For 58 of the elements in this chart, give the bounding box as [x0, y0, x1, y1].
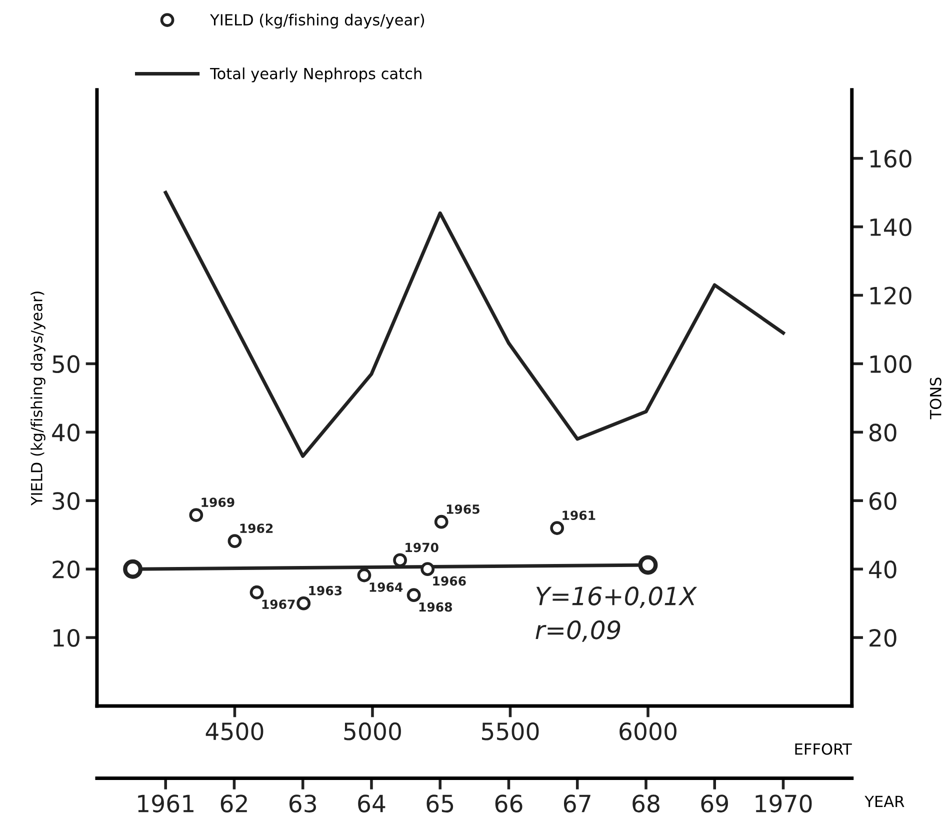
y-tick-label: 50 [52, 355, 80, 374]
point [550, 521, 564, 535]
x-tick-label: 67 [564, 794, 590, 812]
x-axis-title: YEAR [864, 796, 904, 807]
x-tick-label: 62 [220, 794, 247, 812]
y2-tick-label: 80 [869, 424, 896, 442]
x-tick-label: 63 [289, 794, 316, 812]
y-tick-label: 10 [54, 629, 80, 647]
annotation: 1968 [419, 602, 452, 612]
annotation: 1970 [406, 542, 438, 552]
y2-tick-label: 40 [869, 560, 896, 578]
point [296, 596, 311, 610]
x-tick-label: 4500 [206, 722, 264, 740]
x-tick-label: 65 [426, 794, 454, 812]
y-tick-label: 30 [52, 492, 80, 510]
x-tick-label: 69 [701, 794, 728, 812]
annotation: 1967 [262, 600, 295, 609]
y-tick-label: 20 [52, 560, 80, 578]
point [123, 559, 143, 579]
annotation: 1964 [370, 582, 403, 592]
annotation: Y=16+0,01X [536, 586, 698, 608]
x-tick-label: 66 [495, 794, 522, 812]
annotation: 1961 [562, 510, 596, 520]
x-tick-label: 1970 [756, 794, 812, 812]
x-axis-title: EFFORT [795, 743, 852, 755]
point [406, 588, 421, 602]
legend-label: Total yearly Nephrops catch [210, 68, 422, 82]
point [434, 514, 448, 529]
x-tick-label: 68 [632, 794, 660, 812]
line-series [164, 190, 785, 458]
y-axis-title: YIELD (kg/fishing days/year) [30, 292, 46, 506]
x-tick-label: 5500 [482, 722, 539, 740]
point [250, 585, 264, 600]
y2-tick-label: 20 [870, 629, 896, 647]
y2-tick-label: 160 [870, 150, 912, 168]
point [189, 508, 204, 522]
y2-tick-label: 100 [870, 355, 912, 374]
annotation: 1963 [309, 586, 342, 596]
text: YIELD (kg/fishing days/year) [210, 14, 424, 29]
y2-axis-title: TONS [930, 378, 942, 420]
annotation: r=0,09 [536, 620, 620, 642]
x-tick-label: 1961 [138, 794, 194, 812]
y2-tick-label: 60 [869, 492, 896, 510]
annotation: 1965 [446, 504, 480, 514]
point [393, 553, 407, 568]
x-tick-label: 64 [358, 794, 386, 812]
annotation: 1962 [240, 524, 273, 534]
point [357, 568, 372, 582]
annotation: 1966 [433, 576, 466, 586]
point [228, 534, 242, 548]
y2-tick-label: 140 [870, 218, 912, 236]
annotation: 1969 [202, 498, 234, 508]
x-tick-label: 5000 [344, 722, 401, 740]
point [638, 555, 658, 575]
y2-tick-label: 120 [870, 286, 912, 305]
y-tick-label: 40 [52, 424, 80, 442]
point [420, 562, 435, 576]
x-tick-label: 6000 [620, 722, 676, 740]
